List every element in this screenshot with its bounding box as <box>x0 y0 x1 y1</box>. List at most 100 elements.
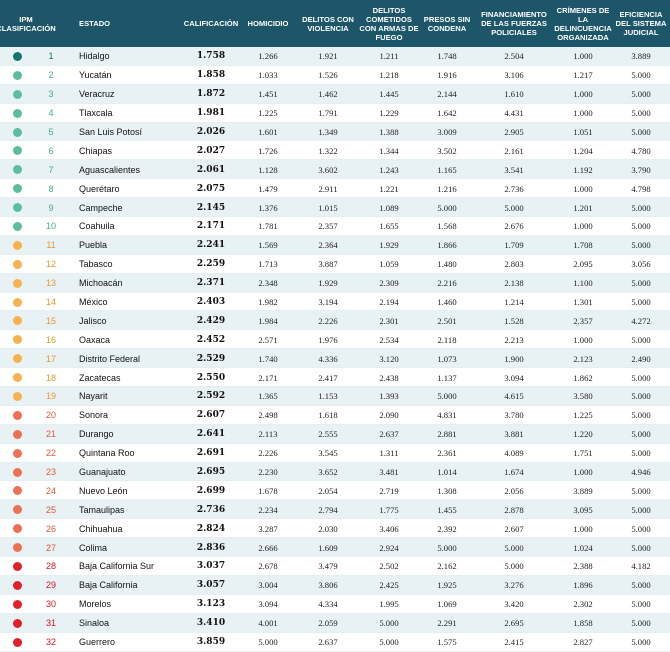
presos-cell: 2.392 <box>437 523 457 534</box>
rank-dot-icon <box>13 524 22 534</box>
homicidio-cell: 2.571 <box>258 334 278 345</box>
delitos-violencia-cell: 2.637 <box>318 637 338 648</box>
financiamiento-cell: 4.615 <box>504 391 524 402</box>
header-financiamiento: FINANCIAMIENTO DE LAS FUERZAS POLICIALES <box>481 10 547 37</box>
eficiencia-cell: 5.000 <box>631 297 651 308</box>
presos-cell: 2.291 <box>437 618 457 629</box>
delitos-armas-cell: 1.775 <box>379 504 399 515</box>
crimenes-cell: 2.827 <box>573 637 593 648</box>
state-cell: Nuevo León <box>79 485 128 496</box>
delitos-armas-cell: 1.445 <box>379 89 399 100</box>
score-cell: 2.529 <box>196 353 226 364</box>
table-row: 15 Jalisco 2.429 1.984 2.226 2.301 2.501 1.528 2… <box>0 311 670 331</box>
score-cell: 2.592 <box>196 391 226 402</box>
crimenes-cell: 1.000 <box>573 89 593 100</box>
rank-cell: 21 <box>45 429 56 440</box>
presos-cell: 1.455 <box>437 504 457 515</box>
rank-dot-icon <box>13 259 22 269</box>
presos-cell: 2.501 <box>437 315 457 326</box>
financiamiento-cell: 3.541 <box>504 164 524 175</box>
homicidio-cell: 2.348 <box>258 278 278 289</box>
crimenes-cell: 1.204 <box>573 145 593 156</box>
financiamiento-cell: 3.094 <box>504 372 524 383</box>
financiamiento-cell: 2.607 <box>504 523 524 534</box>
rank-dot-icon <box>13 108 22 118</box>
homicidio-cell: 1.678 <box>258 485 278 496</box>
score-cell: 3.859 <box>196 637 226 648</box>
eficiencia-cell: 3.790 <box>631 164 651 175</box>
score-cell: 1.858 <box>196 70 226 81</box>
state-cell: Tabasco <box>79 259 113 270</box>
financiamiento-cell: 1.214 <box>504 297 524 308</box>
score-cell: 2.026 <box>196 127 226 137</box>
rank-dot-icon <box>13 486 22 496</box>
presos-cell: 1.866 <box>437 240 457 251</box>
crimenes-cell: 1.000 <box>573 334 593 345</box>
rank-dot-icon <box>13 618 22 628</box>
homicidio-cell: 1.569 <box>258 240 278 251</box>
rank-dot-icon <box>13 429 22 439</box>
crimenes-cell: 1.100 <box>573 278 593 289</box>
state-cell: Baja California Sur <box>79 561 155 572</box>
delitos-violencia-cell: 2.555 <box>318 429 338 440</box>
eficiencia-cell: 5.000 <box>631 429 651 440</box>
delitos-violencia-cell: 3.887 <box>318 259 338 270</box>
rank-dot-icon <box>13 203 22 213</box>
delitos-armas-cell: 2.438 <box>379 372 399 383</box>
crimenes-cell: 2.123 <box>573 353 593 364</box>
score-cell: 2.145 <box>196 202 226 213</box>
delitos-armas-cell: 3.406 <box>379 523 399 534</box>
delitos-armas-cell: 1.929 <box>379 240 399 251</box>
homicidio-cell: 4.001 <box>258 618 278 629</box>
score-cell: 2.550 <box>196 372 226 383</box>
financiamiento-cell: 3.106 <box>504 70 524 81</box>
delitos-armas-cell: 2.502 <box>379 561 399 572</box>
score-cell: 2.836 <box>196 542 226 553</box>
table-row: 21 Durango 2.641 2.113 2.555 2.637 2.881 3.881 1… <box>0 424 670 444</box>
table-row: 28 Baja California Sur 3.037 2.678 3.479 2.50… <box>0 557 670 576</box>
crimenes-cell: 1.000 <box>573 108 593 119</box>
rank-dot-icon <box>13 127 22 137</box>
score-cell: 2.429 <box>196 315 226 326</box>
table-row: 2 Yucatán 1.858 1.033 1.526 1.218 1.916 3.106 1.… <box>0 66 670 85</box>
eficiencia-cell: 4.946 <box>631 467 651 478</box>
presos-cell: 1.216 <box>437 183 457 194</box>
presos-cell: 3.009 <box>437 127 457 137</box>
crimenes-cell: 2.095 <box>573 259 593 270</box>
state-cell: Morelos <box>79 599 112 610</box>
eficiencia-cell: 5.000 <box>631 637 651 648</box>
state-cell: Michoacán <box>79 278 123 289</box>
state-cell: Jalisco <box>79 315 107 326</box>
delitos-violencia-cell: 1.015 <box>318 202 338 213</box>
rank-cell: 9 <box>48 202 54 213</box>
rank-dot-icon <box>13 222 22 232</box>
crimenes-cell: 1.000 <box>573 467 593 478</box>
crimenes-cell: 1.862 <box>573 372 593 383</box>
eficiencia-cell: 5.000 <box>631 485 651 496</box>
delitos-violencia-cell: 3.652 <box>318 467 338 478</box>
rank-cell: 27 <box>45 542 56 553</box>
score-cell: 2.241 <box>196 240 226 251</box>
delitos-violencia-cell: 1.322 <box>318 145 338 156</box>
presos-cell: 4.831 <box>437 410 457 421</box>
state-cell: San Luis Potosí <box>79 127 143 137</box>
state-cell: Chihuahua <box>79 523 123 534</box>
score-cell: 2.607 <box>196 410 226 421</box>
state-cell: Tamaulipas <box>79 504 125 515</box>
delitos-armas-cell: 1.211 <box>379 51 399 62</box>
crimenes-cell: 1.751 <box>573 448 593 459</box>
crimenes-cell: 1.051 <box>573 127 593 137</box>
financiamiento-cell: 2.504 <box>504 51 524 62</box>
delitos-violencia-cell: 3.602 <box>318 164 338 175</box>
rank-cell: 19 <box>45 391 56 402</box>
homicidio-cell: 1.376 <box>258 202 278 213</box>
delitos-violencia-cell: 1.618 <box>318 410 338 421</box>
rank-dot-icon <box>13 562 22 572</box>
financiamiento-cell: 2.803 <box>504 259 524 270</box>
homicidio-cell: 2.498 <box>258 410 278 421</box>
delitos-armas-cell: 1.311 <box>379 448 399 459</box>
eficiencia-cell: 5.000 <box>631 618 651 629</box>
header-homicidio: HOMICIDIO <box>247 19 289 28</box>
rank-cell: 8 <box>48 183 54 194</box>
homicidio-cell: 1.713 <box>258 259 278 270</box>
